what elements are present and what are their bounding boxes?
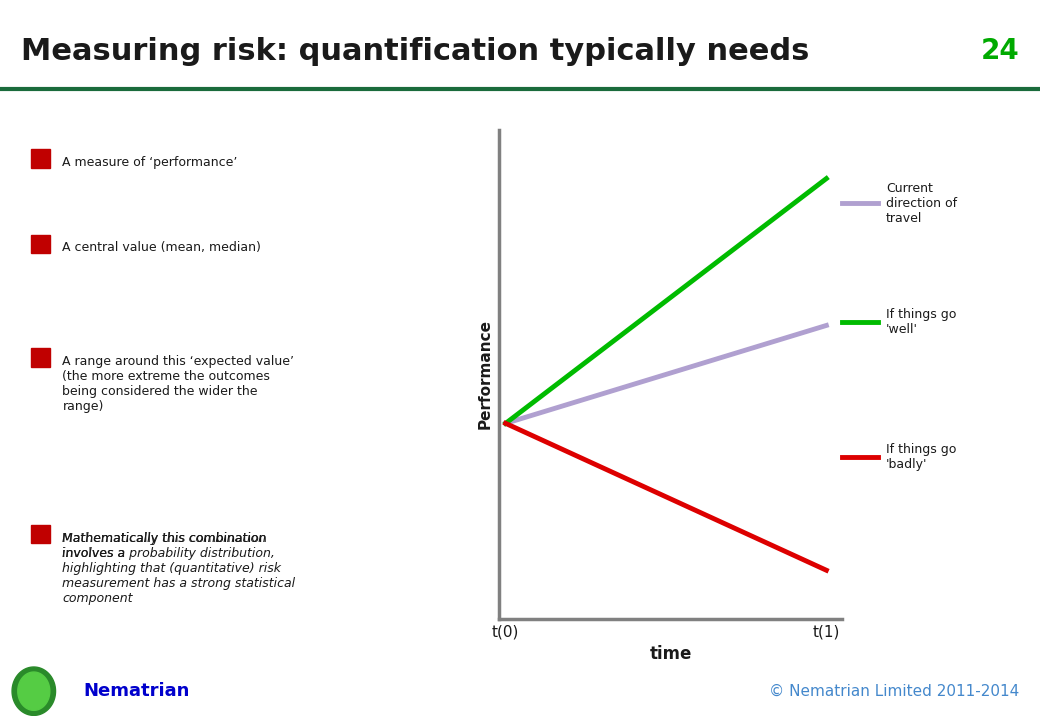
- Text: Measuring risk: quantification typically needs: Measuring risk: quantification typically…: [21, 37, 809, 66]
- Bar: [31, 525, 50, 543]
- Text: If things go
'badly': If things go 'badly': [886, 443, 956, 471]
- Text: 24: 24: [981, 37, 1019, 66]
- Polygon shape: [18, 672, 50, 711]
- Text: © Nematrian Limited 2011-2014: © Nematrian Limited 2011-2014: [769, 684, 1019, 698]
- Y-axis label: Performance: Performance: [477, 320, 492, 429]
- Text: A range around this ‘expected value’
(the more extreme the outcomes
being consid: A range around this ‘expected value’ (th…: [62, 355, 294, 413]
- Polygon shape: [12, 667, 55, 716]
- Text: If things go
'well': If things go 'well': [886, 308, 956, 336]
- Text: Current
direction of
travel: Current direction of travel: [886, 182, 957, 225]
- Text: Nematrian: Nematrian: [83, 683, 189, 700]
- Text: Mathematically this combination
involves a ​probability distribution​,
highlight: Mathematically this combination involves…: [62, 531, 295, 605]
- Text: A measure of ‘performance’: A measure of ‘performance’: [62, 156, 238, 169]
- Bar: [31, 348, 50, 366]
- X-axis label: time: time: [650, 644, 692, 662]
- Text: A central value (mean, median): A central value (mean, median): [62, 241, 261, 254]
- Bar: [31, 149, 50, 168]
- Bar: [31, 235, 50, 253]
- Text: Mathematically this combination
involves a: Mathematically this combination involves…: [62, 531, 267, 559]
